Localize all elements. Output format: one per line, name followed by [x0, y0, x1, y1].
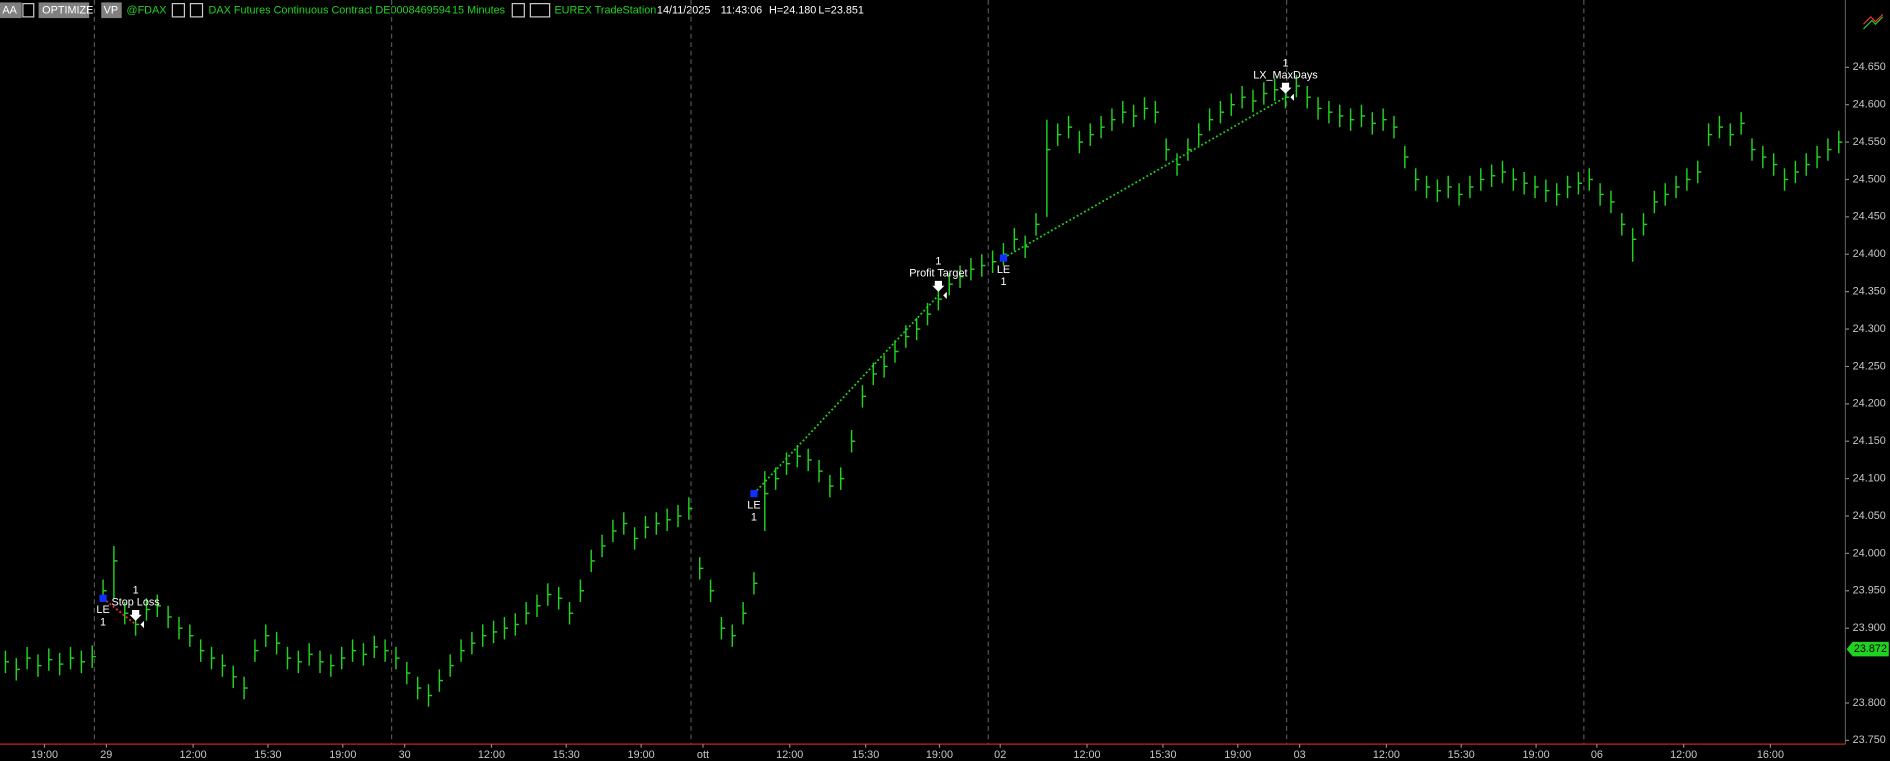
x-tick-label: 12:00: [1373, 749, 1400, 761]
y-tick-label: 24.200: [1853, 398, 1886, 410]
y-tick-label: 24.600: [1853, 99, 1886, 111]
y-tick-label: 24.650: [1853, 61, 1886, 73]
x-tick-label: 15:30: [1149, 749, 1176, 761]
exit-tick: [140, 620, 145, 629]
entry-marker: [99, 594, 107, 602]
dropdown[interactable]: [22, 3, 35, 18]
exit-label: Profit Target: [909, 268, 967, 280]
exchange: EUREX TradeStation: [554, 5, 656, 17]
trade-line: [753, 294, 940, 495]
y-tick-label: 23.750: [1853, 734, 1886, 746]
x-tick-label: 15:30: [254, 749, 281, 761]
time: 11:43:06: [721, 5, 762, 17]
entry-qty: 1: [100, 616, 106, 628]
y-tick-label: 24.500: [1853, 173, 1886, 185]
x-tick-label: 30: [399, 749, 411, 761]
y-tick-label: 24.050: [1853, 510, 1886, 522]
x-tick-label: 12:00: [1670, 749, 1697, 761]
symbol-dropdown[interactable]: [171, 3, 186, 18]
high: H=24.180: [769, 5, 816, 17]
y-tick-label: 24.100: [1853, 472, 1886, 484]
exit-tick: [1290, 93, 1294, 101]
interval-dropdown[interactable]: [511, 3, 525, 18]
optimize-button[interactable]: [38, 2, 90, 19]
exit-qty: 1: [133, 585, 139, 597]
y-tick-label: 24.450: [1853, 211, 1886, 223]
entry-label: LE: [96, 604, 109, 616]
x-tick-label: 06: [1591, 749, 1603, 761]
y-tick-label: 23.950: [1853, 585, 1886, 597]
exit-label: Stop Loss: [111, 597, 160, 609]
x-tick-label: ott: [697, 749, 709, 761]
trend-icon[interactable]: [1863, 16, 1884, 30]
x-tick-label: 19:00: [31, 749, 58, 761]
aa-button[interactable]: [0, 2, 22, 19]
x-tick-label: 15:30: [553, 749, 580, 761]
symbol: @FDAX: [127, 5, 167, 17]
y-tick-label: 24.000: [1853, 547, 1886, 559]
toolbar: AA OPTIMIZE VP @FDAX DAX Futures Continu…: [0, 2, 1884, 30]
x-tick-label: 12:00: [1073, 749, 1100, 761]
x-tick-label: 19:00: [926, 749, 953, 761]
entry-qty: 1: [1000, 276, 1006, 288]
x-tick-label: 15:30: [1448, 749, 1475, 761]
exit-qty: 1: [1282, 57, 1288, 69]
indicator-button[interactable]: [189, 3, 204, 18]
y-tick-label: 24.250: [1853, 360, 1886, 372]
y-tick-label: 24.400: [1853, 248, 1886, 260]
aa-label: AA: [2, 5, 17, 17]
exit-marker: [129, 609, 142, 621]
y-tick-label: 23.900: [1853, 622, 1886, 634]
exit-marker: [932, 280, 945, 292]
trend-icon-red: [1863, 14, 1884, 25]
interval: 15 Minutes: [452, 5, 506, 17]
x-tick-label: 12:00: [776, 749, 803, 761]
entry-qty: 1: [751, 512, 757, 524]
vp-label: VP: [104, 5, 118, 17]
x-tick-label: 12:00: [478, 749, 505, 761]
x-tick-label: 12:00: [180, 749, 207, 761]
entry-marker: [999, 254, 1008, 262]
y-tick-label: 23.800: [1853, 697, 1886, 709]
entry-label: LE: [747, 500, 760, 512]
x-tick-label: 16:00: [1757, 749, 1784, 761]
y-tick-label: 24.350: [1853, 286, 1886, 298]
exit-label: LX_MaxDays: [1253, 69, 1318, 81]
x-tick-label: 03: [1294, 749, 1306, 761]
y-tick-label: 24.300: [1853, 323, 1886, 335]
r-button[interactable]: [529, 3, 551, 18]
x-tick-label: 19:00: [1224, 749, 1251, 761]
trade-line: [102, 597, 137, 626]
exit-marker: [1279, 82, 1292, 94]
entry-label: LE: [997, 264, 1010, 276]
optimize-label: OPTIMIZE: [42, 5, 93, 17]
x-tick-label: 29: [100, 749, 112, 761]
exit-qty: 1: [935, 255, 941, 267]
description: DAX Futures Continuous Contract DE000846…: [209, 5, 451, 17]
x-tick-label: 15:30: [852, 749, 879, 761]
x-tick-label: 19:00: [628, 749, 655, 761]
last-price-box: [1846, 641, 1889, 657]
y-tick-label: 24.550: [1853, 136, 1886, 148]
vp-button[interactable]: [101, 2, 122, 19]
low: L=23.851: [818, 5, 864, 17]
entry-marker: [750, 489, 758, 498]
x-tick-label: 19:00: [329, 749, 356, 761]
trade-line: [1003, 96, 1286, 259]
date: 14/11/2025: [657, 5, 710, 17]
x-tick-label: 02: [994, 749, 1006, 761]
x-tick-label: 19:00: [1523, 749, 1550, 761]
last-price-label: 23.872: [1854, 643, 1887, 655]
y-tick-label: 24.150: [1853, 435, 1886, 447]
exit-tick: [943, 291, 947, 300]
